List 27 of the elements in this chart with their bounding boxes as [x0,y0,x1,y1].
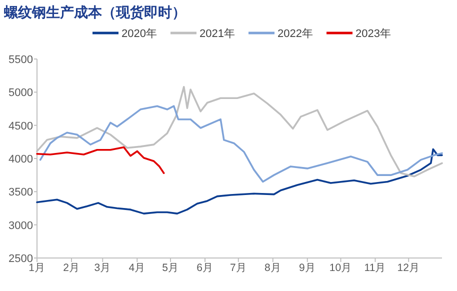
x-tick-label: 4月 [128,262,146,274]
x-tick-label: 11月 [364,262,386,274]
x-tick-label: 7月 [230,262,247,274]
x-tick-label: 12月 [397,262,420,274]
line-series [36,146,165,174]
x-tick-label: 2月 [63,262,80,274]
x-tick-label: 8月 [264,262,282,274]
x-tick-label: 10月 [329,262,352,274]
line-series [39,105,443,183]
x-tick-label: 1月 [28,262,46,274]
legend-label: 2022年 [278,28,313,40]
x-tick-label: 3月 [94,262,112,274]
y-tick-label: 4000 [8,154,33,166]
legend-label: 2023年 [356,28,391,40]
x-tick-label: 9月 [298,262,316,274]
y-tick-label: 3500 [8,186,33,199]
y-tick-label: 5000 [8,87,33,100]
y-tick-label: 5500 [8,54,33,66]
y-tick-label: 4500 [8,120,33,132]
line-series [36,148,443,214]
legend-label: 2020年 [122,28,157,40]
y-tick-label: 2500 [8,253,33,265]
x-tick-label: 6月 [196,262,214,274]
y-tick-label: 3000 [8,220,33,232]
chart-title: 螺纹钢生产成本（现货即时） [3,4,186,20]
x-tick-label: 5月 [162,262,179,274]
legend-label: 2021年 [200,28,235,40]
